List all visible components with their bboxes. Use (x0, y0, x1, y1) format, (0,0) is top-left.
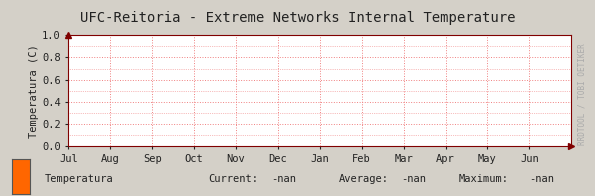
Text: Temperatura: Temperatura (45, 174, 114, 184)
Text: UFC-Reitoria - Extreme Networks Internal Temperature: UFC-Reitoria - Extreme Networks Internal… (80, 11, 515, 25)
Text: Average:: Average: (339, 174, 389, 184)
Text: -nan: -nan (530, 174, 555, 184)
Text: Current:: Current: (208, 174, 258, 184)
Text: -nan: -nan (402, 174, 427, 184)
Text: -nan: -nan (271, 174, 296, 184)
Y-axis label: Temperatura (C): Temperatura (C) (29, 44, 39, 138)
Text: Maximum:: Maximum: (458, 174, 508, 184)
Text: RRDTOOL / TOBI OETIKER: RRDTOOL / TOBI OETIKER (577, 43, 586, 145)
